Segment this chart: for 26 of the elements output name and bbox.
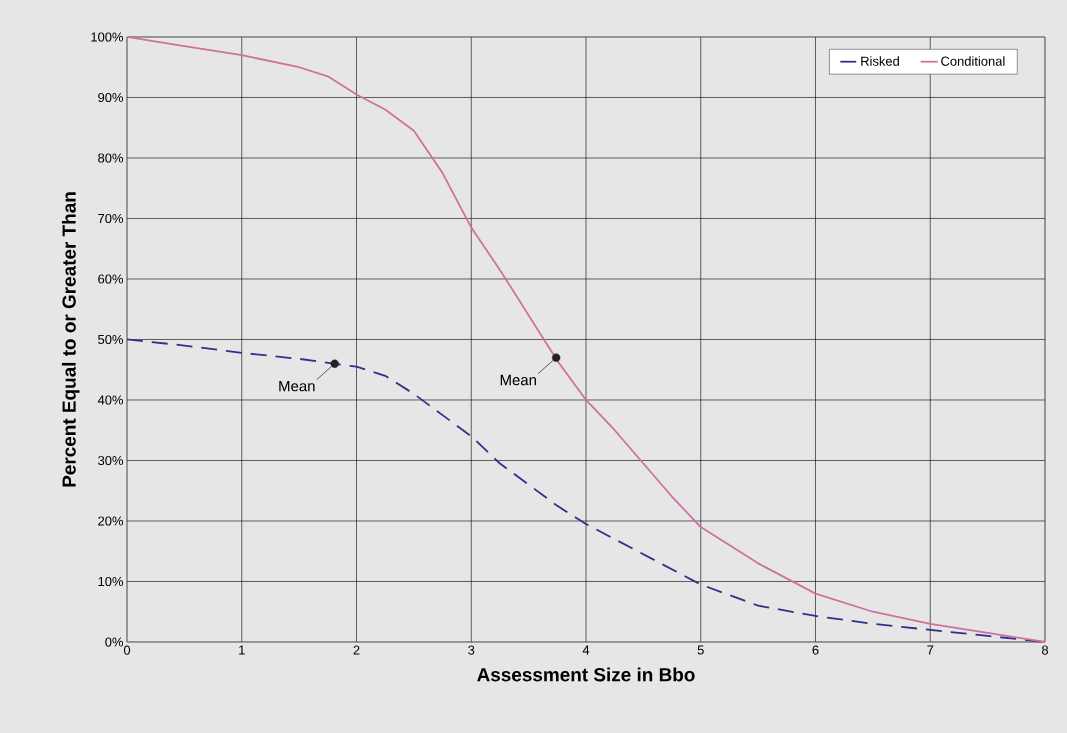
x-tick-label: 7 <box>927 645 934 655</box>
y-tick-label: 20% <box>98 516 124 526</box>
y-tick-label: 30% <box>98 455 124 466</box>
legend-label: Risked <box>861 56 899 66</box>
x-axis-title: Assessment Size in Bbo <box>477 667 695 682</box>
x-tick-label: 5 <box>697 645 704 655</box>
x-tick-label: 3 <box>468 645 475 655</box>
annotation: Mean <box>279 380 315 392</box>
y-axis-title: Percent Equal to or Greater Than <box>61 192 80 487</box>
y-tick-label: 80% <box>98 153 124 163</box>
y-tick-label: 100% <box>91 32 124 42</box>
x-tick-label: 8 <box>1041 645 1049 655</box>
y-tick-label: 90% <box>98 92 124 103</box>
y-tick-label: 70% <box>98 213 124 224</box>
x-tick-label: 6 <box>812 645 819 655</box>
y-tick-label: 0% <box>105 637 124 647</box>
y-tick-label: 10% <box>98 576 124 587</box>
annotation: Mean <box>500 374 536 386</box>
x-tick-label: 2 <box>353 645 360 655</box>
y-tick-label: 60% <box>98 274 124 284</box>
x-tick-label: 4 <box>582 645 590 655</box>
y-tick-label: 50% <box>98 334 124 345</box>
x-tick-label: 0 <box>123 645 131 655</box>
y-tick-label: 40% <box>97 395 124 405</box>
x-tick-label: 1 <box>239 645 245 655</box>
legend-label: Conditional <box>941 56 1005 66</box>
